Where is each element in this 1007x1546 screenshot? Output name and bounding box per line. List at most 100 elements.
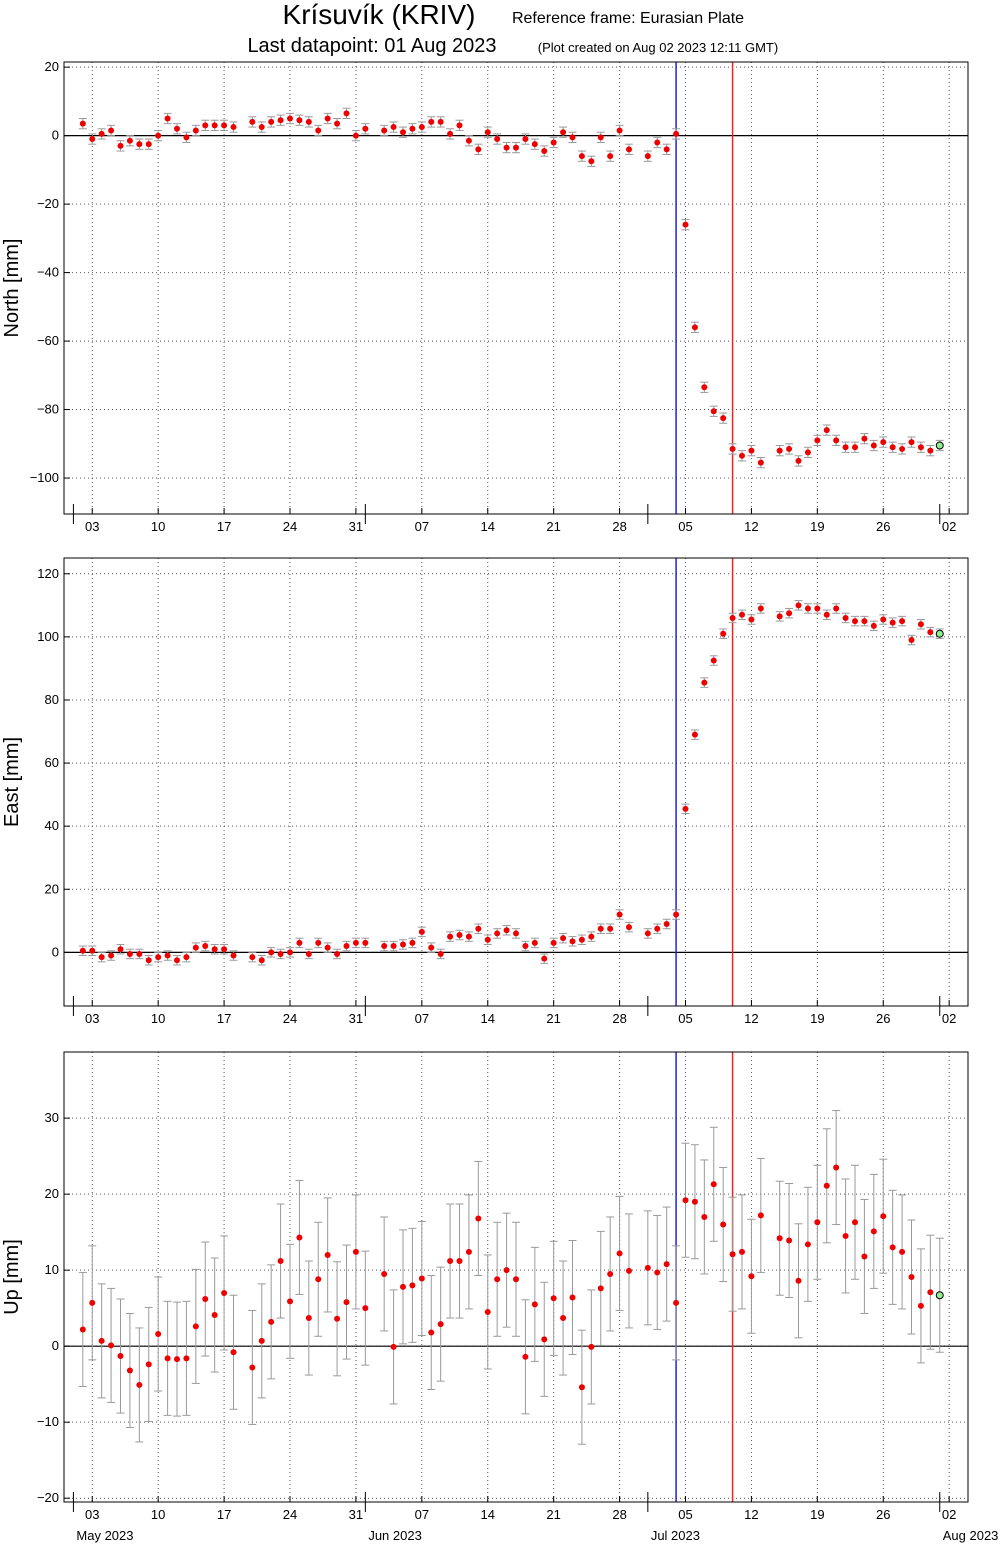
y-tick-label: 0 [52, 944, 59, 959]
data-point [108, 127, 115, 134]
data-point [305, 950, 312, 957]
data-point [682, 1197, 689, 1204]
data-point [117, 1353, 124, 1360]
data-point [192, 1323, 199, 1330]
x-tick-label: 19 [810, 519, 824, 534]
data-point [352, 1248, 359, 1255]
chart-title: Krísuvík (KRIV) [283, 0, 476, 30]
y-tick-label: 20 [45, 59, 59, 74]
data-point [296, 1234, 303, 1241]
data-point [277, 117, 284, 124]
data-point [531, 141, 538, 148]
data-point [89, 1299, 96, 1306]
data-point [145, 1361, 152, 1368]
data-point [588, 933, 595, 940]
data-point [155, 132, 162, 139]
data-point [899, 1248, 906, 1255]
y-tick-label: 0 [52, 1338, 59, 1353]
data-point [889, 619, 896, 626]
chart-subtitle: Reference frame: Eurasian Plate [512, 10, 744, 27]
data-point [522, 136, 529, 143]
data-point [739, 452, 745, 459]
data-point [880, 616, 887, 623]
x-tick-label: 05 [678, 519, 692, 534]
data-point [79, 947, 86, 954]
data-point [409, 939, 416, 946]
data-point [418, 1275, 425, 1282]
data-point [616, 1250, 623, 1257]
x-tick-label: 21 [546, 1011, 560, 1026]
data-point [390, 124, 397, 131]
x-tick-label: 26 [876, 519, 890, 534]
data-point [776, 1235, 783, 1242]
y-tick-label: −40 [37, 265, 59, 280]
data-point [437, 1321, 444, 1328]
data-point [192, 944, 199, 951]
data-point [174, 957, 180, 964]
data-point [927, 447, 934, 454]
data-point [268, 1318, 275, 1325]
data-point [98, 130, 105, 137]
data-point [729, 614, 736, 621]
data-point [814, 605, 821, 612]
data-point [465, 933, 472, 940]
data-point [484, 1308, 491, 1315]
data-point [390, 943, 397, 950]
data-point [324, 115, 331, 122]
data-point [447, 933, 454, 940]
data-point [663, 920, 670, 927]
data-point [908, 637, 915, 644]
data-point [720, 415, 727, 422]
data-point [870, 1228, 877, 1235]
data-point [814, 1219, 821, 1226]
data-point [626, 1267, 632, 1274]
data-point [437, 118, 444, 125]
data-point [578, 1384, 585, 1391]
x-tick-label: 21 [546, 1507, 560, 1522]
data-point [126, 1367, 133, 1374]
data-point [155, 954, 162, 961]
data-point [136, 950, 143, 957]
data-point [889, 444, 896, 451]
data-point [221, 946, 228, 953]
data-point [701, 1213, 708, 1220]
x-tick-label: 31 [349, 1011, 363, 1026]
data-point [211, 1312, 218, 1319]
data-point [258, 124, 265, 131]
data-point [927, 629, 934, 636]
data-point [164, 1355, 171, 1362]
data-point [98, 954, 105, 961]
data-point [541, 148, 548, 155]
data-point [541, 1336, 548, 1343]
data-point [174, 1356, 180, 1363]
x-tick-label: 02 [942, 519, 956, 534]
data-point [861, 435, 868, 442]
x-tick-label: 17 [217, 519, 231, 534]
data-point [701, 679, 708, 686]
x-tick-label: 10 [151, 1011, 165, 1026]
data-point [428, 118, 435, 125]
data-point [79, 120, 86, 127]
data-point [136, 141, 143, 148]
data-point [126, 950, 133, 957]
data-point [513, 144, 519, 151]
data-point [917, 1302, 924, 1309]
data-point [663, 1261, 670, 1268]
y-tick-label: 60 [45, 755, 59, 770]
data-point [786, 1237, 793, 1244]
data-point [597, 1285, 604, 1292]
data-point [126, 137, 133, 144]
x-tick-label: 03 [85, 1507, 99, 1522]
data-point [79, 1326, 86, 1333]
data-point [748, 616, 755, 623]
data-point [908, 1274, 915, 1280]
data-point [296, 939, 303, 946]
data-point [757, 459, 764, 466]
x-tick-label: 07 [415, 519, 429, 534]
data-point [842, 444, 849, 451]
data-point [108, 1342, 115, 1349]
data-point [560, 935, 567, 942]
x-tick-label: 07 [415, 1507, 429, 1522]
data-point [211, 122, 218, 129]
data-point [230, 1349, 237, 1356]
